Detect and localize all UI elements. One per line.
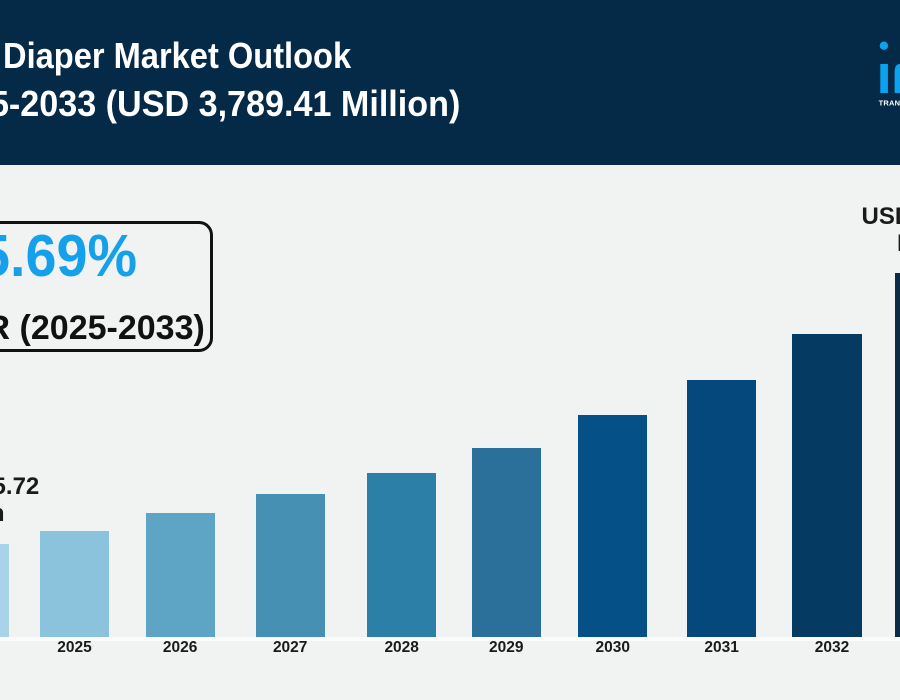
svg-text:TRANS: TRANS: [879, 98, 900, 107]
